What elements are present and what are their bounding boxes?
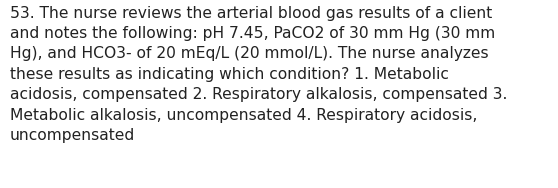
- Text: 53. The nurse reviews the arterial blood gas results of a client
and notes the f: 53. The nurse reviews the arterial blood…: [10, 6, 507, 143]
